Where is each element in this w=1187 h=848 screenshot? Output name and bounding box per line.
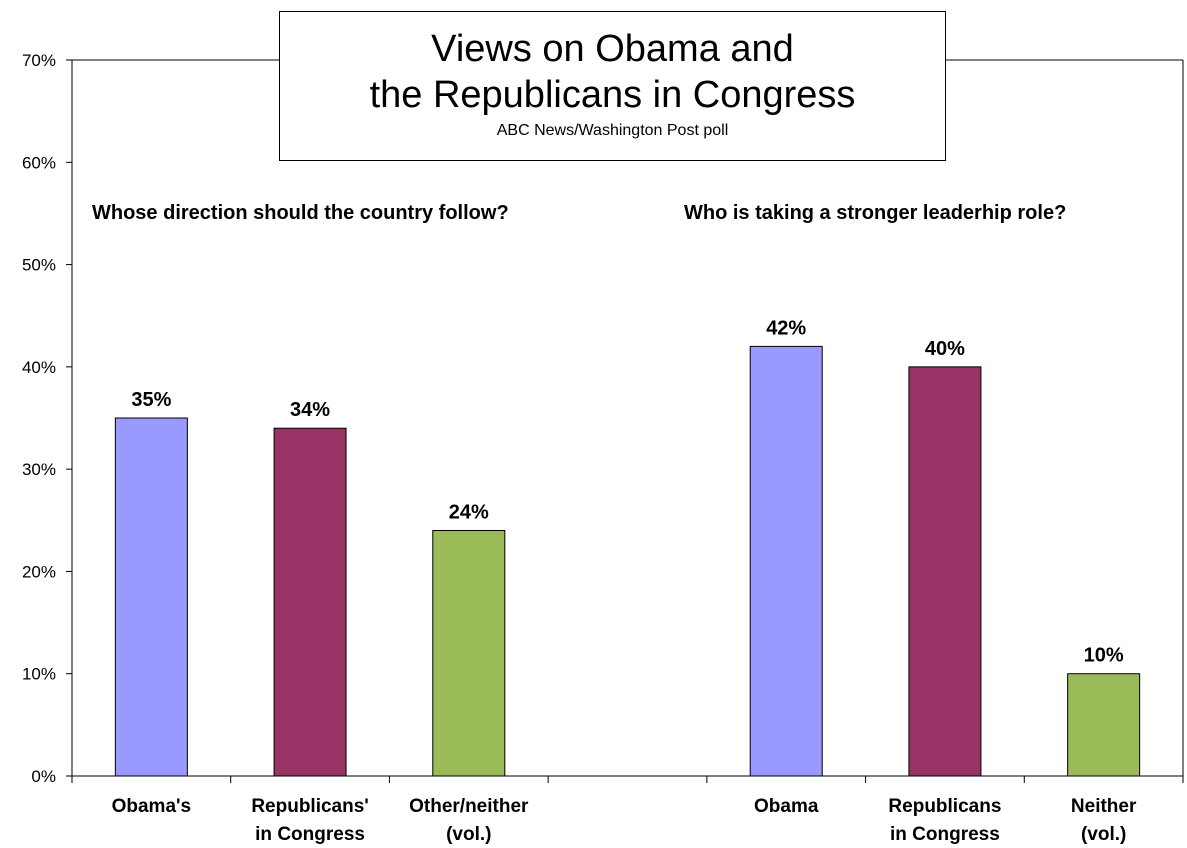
data-label: 24%	[449, 502, 489, 524]
bar	[908, 366, 982, 777]
y-tick-label: 10%	[22, 665, 56, 684]
y-tick-label: 40%	[22, 358, 56, 377]
data-label: 34%	[290, 399, 330, 421]
y-tick-label: 30%	[22, 460, 56, 479]
question-label: Who is taking a stronger leaderhip role?	[684, 202, 1066, 224]
y-tick-label: 60%	[22, 153, 56, 172]
category-label: in Congress	[890, 824, 1000, 845]
bar	[1067, 673, 1141, 777]
y-tick-label: 50%	[22, 256, 56, 275]
question-label: Whose direction should the country follo…	[92, 202, 509, 224]
bar	[749, 345, 823, 777]
category-label: Obama	[754, 796, 819, 817]
data-label: 10%	[1084, 645, 1124, 667]
data-label: 40%	[925, 338, 965, 360]
y-tick-label: 0%	[31, 767, 56, 786]
category-label: (vol.)	[1081, 824, 1126, 845]
category-label: Republicans'	[251, 796, 369, 817]
chart-title-line-2: the Republicans in Congress	[369, 74, 856, 116]
y-tick-label: 20%	[22, 562, 56, 581]
category-label: Obama's	[112, 796, 192, 817]
category-label: Other/neither	[409, 796, 529, 817]
category-label: Neither	[1071, 796, 1137, 817]
data-label: 42%	[766, 317, 806, 339]
data-label: 35%	[131, 389, 171, 411]
y-tick-label: 70%	[22, 51, 56, 70]
bar	[432, 530, 506, 777]
category-label: in Congress	[255, 824, 365, 845]
bar	[273, 427, 347, 777]
category-label: Republicans	[888, 796, 1001, 817]
category-label: (vol.)	[446, 824, 491, 845]
chart-title-line-1: Views on Obama and	[431, 28, 794, 70]
bar	[114, 417, 188, 777]
chart-title-box: Views on Obama and the Republicans in Co…	[279, 11, 946, 161]
chart-subtitle: ABC News/Washington Post poll	[496, 122, 729, 139]
